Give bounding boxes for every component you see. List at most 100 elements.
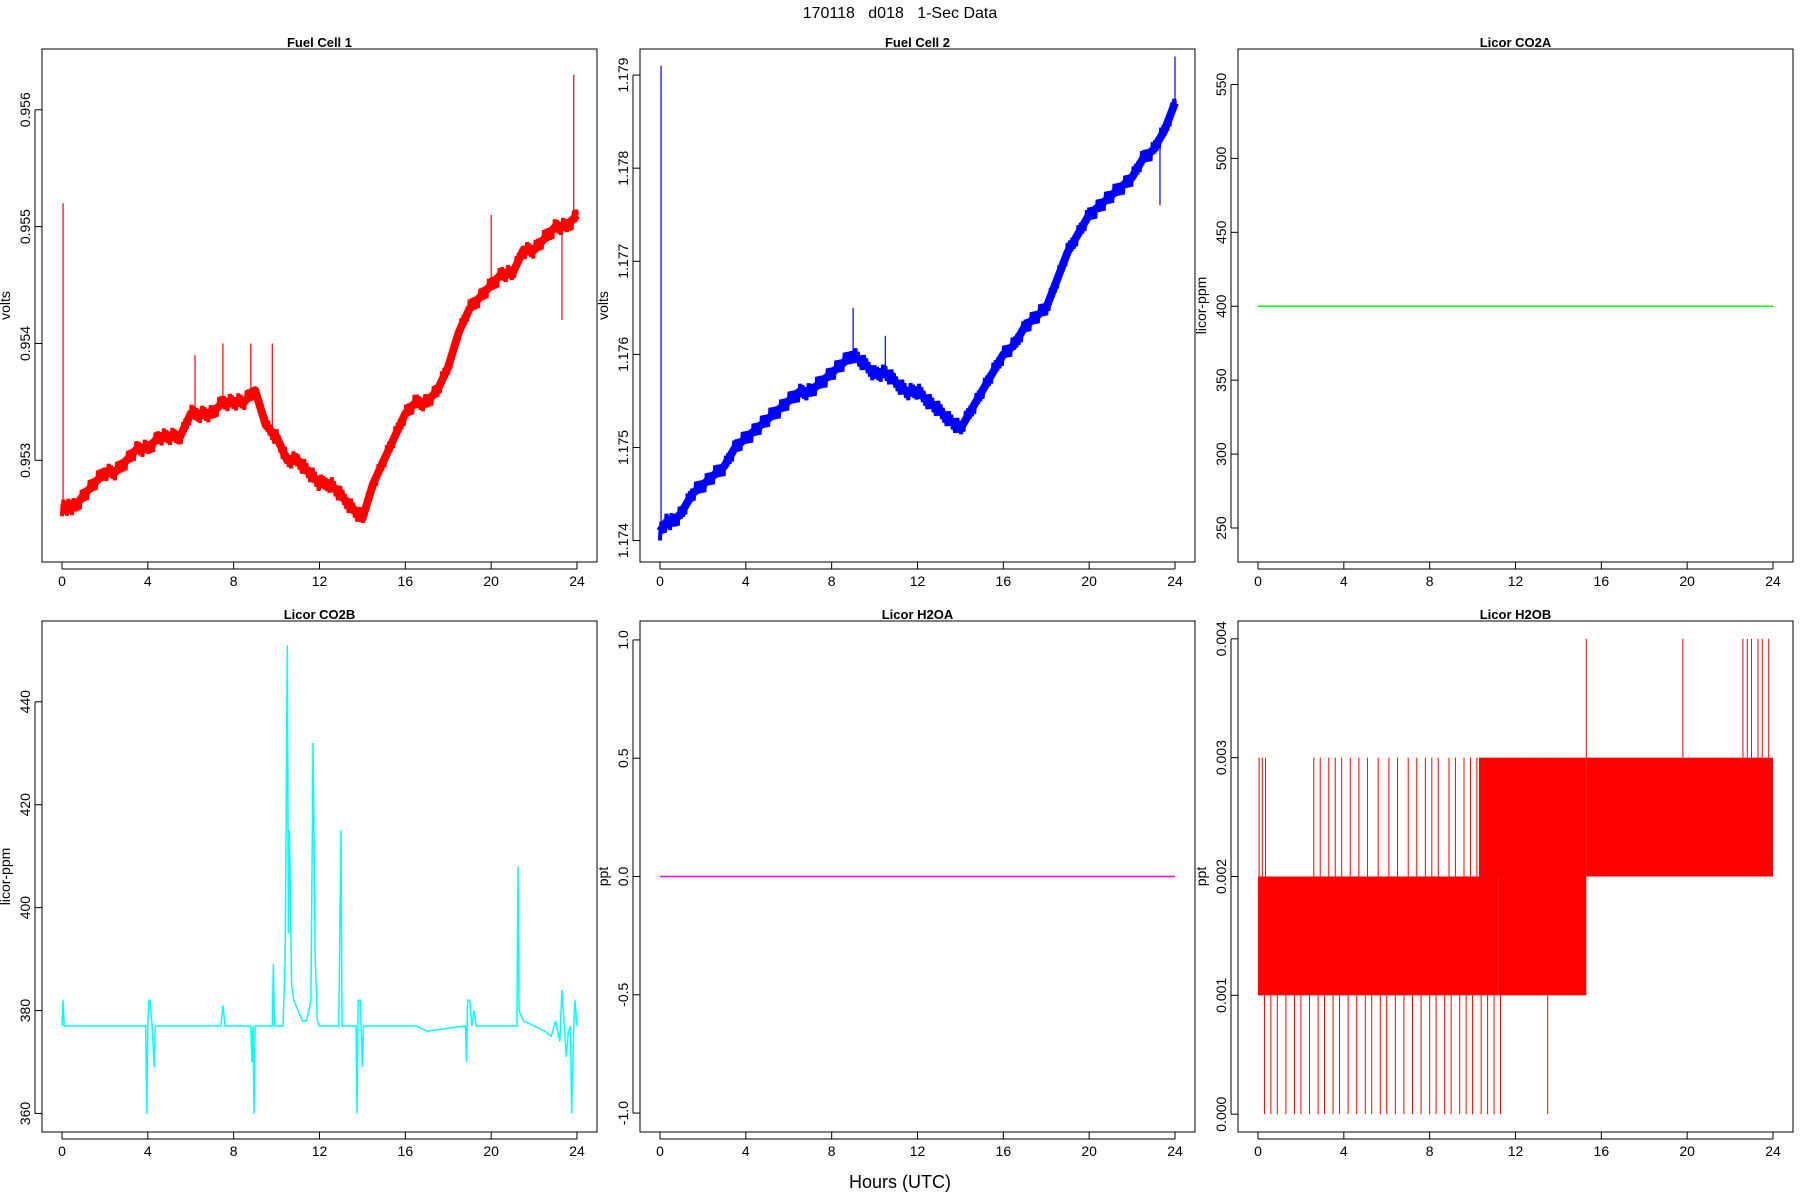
x-tick-label: 12 — [910, 1143, 926, 1159]
panel-3: Licor CO2A licor-ppm 0 4 8 12 16 20 24 250 300 350 4… — [1193, 35, 1794, 589]
panel-title: Fuel Cell 1 — [287, 35, 352, 50]
x-axis-label: Hours (UTC) — [849, 1172, 951, 1192]
y-tick-label: 0.954 — [17, 326, 33, 361]
x-tick-label: 4 — [1340, 1143, 1348, 1159]
y-tick-label: 0.002 — [1213, 859, 1229, 894]
y-tick-label: 550 — [1213, 73, 1229, 97]
data-series-core — [656, 101, 1179, 534]
panel-6: Licor H2OB ppt 0 4 8 12 16 20 24 0.000 0.001 0.002 0… — [1193, 607, 1794, 1159]
x-tick-label: 20 — [1081, 573, 1097, 589]
x-tick-label: 8 — [230, 1143, 238, 1159]
y-tick-label: 1.176 — [615, 337, 631, 372]
x-tick-label: 16 — [1594, 1143, 1610, 1159]
data-band — [1479, 757, 1587, 877]
x-tick-label: 24 — [1167, 1143, 1183, 1159]
x-tick-label: 24 — [1765, 573, 1781, 589]
data-band — [1586, 757, 1773, 877]
plot-frame — [41, 620, 598, 1133]
x-tick-label: 0 — [656, 573, 664, 589]
data-layer — [60, 74, 580, 524]
x-tick-label: 24 — [1765, 1143, 1781, 1159]
y-tick-label: 0.001 — [1213, 978, 1229, 1013]
x-tick-label: 20 — [1081, 1143, 1097, 1159]
y-tick-label: 360 — [17, 1102, 33, 1126]
y-tick-label: 380 — [17, 999, 33, 1023]
y-axis-label: ppt — [1193, 867, 1209, 887]
panel-title: Licor CO2B — [284, 607, 356, 622]
x-tick-label: 16 — [398, 573, 414, 589]
data-layer — [1258, 638, 1773, 1115]
panel-5: Licor H2OA ppt 0 4 8 12 16 20 24 -1.0 -0.5 0.0 0.5 1.… — [595, 607, 1196, 1159]
y-tick-label: 0.0 — [615, 867, 631, 887]
y-tick-label: 420 — [17, 793, 33, 817]
panel-2: Fuel Cell 2 volts 0 4 8 12 16 20 24 1.174 1.175 1.1… — [595, 35, 1196, 589]
x-tick-label: 24 — [1167, 573, 1183, 589]
data-series-core — [62, 212, 580, 523]
y-tick-label: -1.0 — [615, 1101, 631, 1125]
panel-title: Licor H2OA — [882, 607, 954, 622]
x-tick-label: 12 — [1508, 1143, 1524, 1159]
y-tick-label: 1.177 — [615, 244, 631, 279]
y-tick-label: 0.5 — [615, 748, 631, 768]
data-series — [60, 209, 579, 524]
x-tick-label: 16 — [398, 1143, 414, 1159]
y-axis-label: licor-ppm — [1193, 277, 1209, 335]
panel-title: Licor CO2A — [1480, 35, 1552, 50]
x-tick-label: 20 — [483, 1143, 499, 1159]
y-axis-label: volts — [0, 291, 13, 320]
y-tick-label: 400 — [1213, 294, 1229, 318]
y-tick-label: 0.003 — [1213, 740, 1229, 775]
y-tick-label: 0.000 — [1213, 1096, 1229, 1131]
data-band — [1258, 876, 1499, 996]
x-tick-label: 0 — [1254, 1143, 1262, 1159]
y-tick-label: 300 — [1213, 442, 1229, 466]
x-tick-label: 12 — [312, 1143, 328, 1159]
x-tick-label: 16 — [996, 573, 1012, 589]
y-tick-label: 0.956 — [17, 92, 33, 127]
x-tick-label: 0 — [656, 1143, 664, 1159]
x-tick-label: 4 — [1340, 573, 1348, 589]
x-tick-label: 4 — [742, 1143, 750, 1159]
x-tick-label: 0 — [1254, 573, 1262, 589]
data-layer — [61, 645, 578, 1114]
panel-title: Fuel Cell 2 — [885, 35, 950, 50]
y-axis-label: ppt — [595, 867, 611, 887]
y-tick-label: 400 — [17, 896, 33, 920]
y-tick-label: 1.179 — [615, 57, 631, 92]
x-tick-label: 20 — [1679, 573, 1695, 589]
x-tick-label: 20 — [1679, 1143, 1695, 1159]
x-tick-label: 12 — [1508, 573, 1524, 589]
y-tick-label: 440 — [17, 690, 33, 714]
y-tick-label: 0.955 — [17, 209, 33, 244]
panel-1: Fuel Cell 1 volts 0 4 8 12 16 20 24 0.953 0.954 0.9… — [0, 35, 598, 589]
y-tick-label: 1.175 — [615, 430, 631, 465]
data-series — [61, 645, 578, 1114]
y-axis-label: volts — [595, 291, 611, 320]
panel-4: Licor CO2B licor-ppm 0 4 8 12 16 20 24 360 380 400 4… — [0, 607, 598, 1159]
x-tick-label: 8 — [1426, 573, 1434, 589]
x-tick-label: 16 — [996, 1143, 1012, 1159]
x-tick-label: 4 — [144, 1143, 152, 1159]
x-tick-label: 16 — [1594, 573, 1610, 589]
y-tick-label: 0.004 — [1213, 621, 1229, 656]
y-tick-label: 0.953 — [17, 443, 33, 478]
y-tick-label: -0.5 — [615, 983, 631, 1007]
panel-title: Licor H2OB — [1480, 607, 1552, 622]
x-tick-label: 4 — [144, 573, 152, 589]
x-tick-label: 4 — [742, 573, 750, 589]
y-axis-label: licor-ppm — [0, 848, 13, 906]
y-tick-label: 1.174 — [615, 523, 631, 558]
x-tick-label: 12 — [910, 573, 926, 589]
x-tick-label: 8 — [828, 1143, 836, 1159]
data-layer — [656, 56, 1179, 541]
data-series — [658, 98, 1177, 541]
figure-title: 170118 d018 1-Sec Data — [803, 5, 998, 22]
x-tick-label: 24 — [569, 573, 585, 589]
x-tick-label: 0 — [58, 573, 66, 589]
x-tick-label: 20 — [483, 573, 499, 589]
y-tick-label: 1.178 — [615, 150, 631, 185]
x-tick-label: 12 — [312, 573, 328, 589]
x-tick-label: 8 — [1426, 1143, 1434, 1159]
y-tick-label: 450 — [1213, 220, 1229, 244]
